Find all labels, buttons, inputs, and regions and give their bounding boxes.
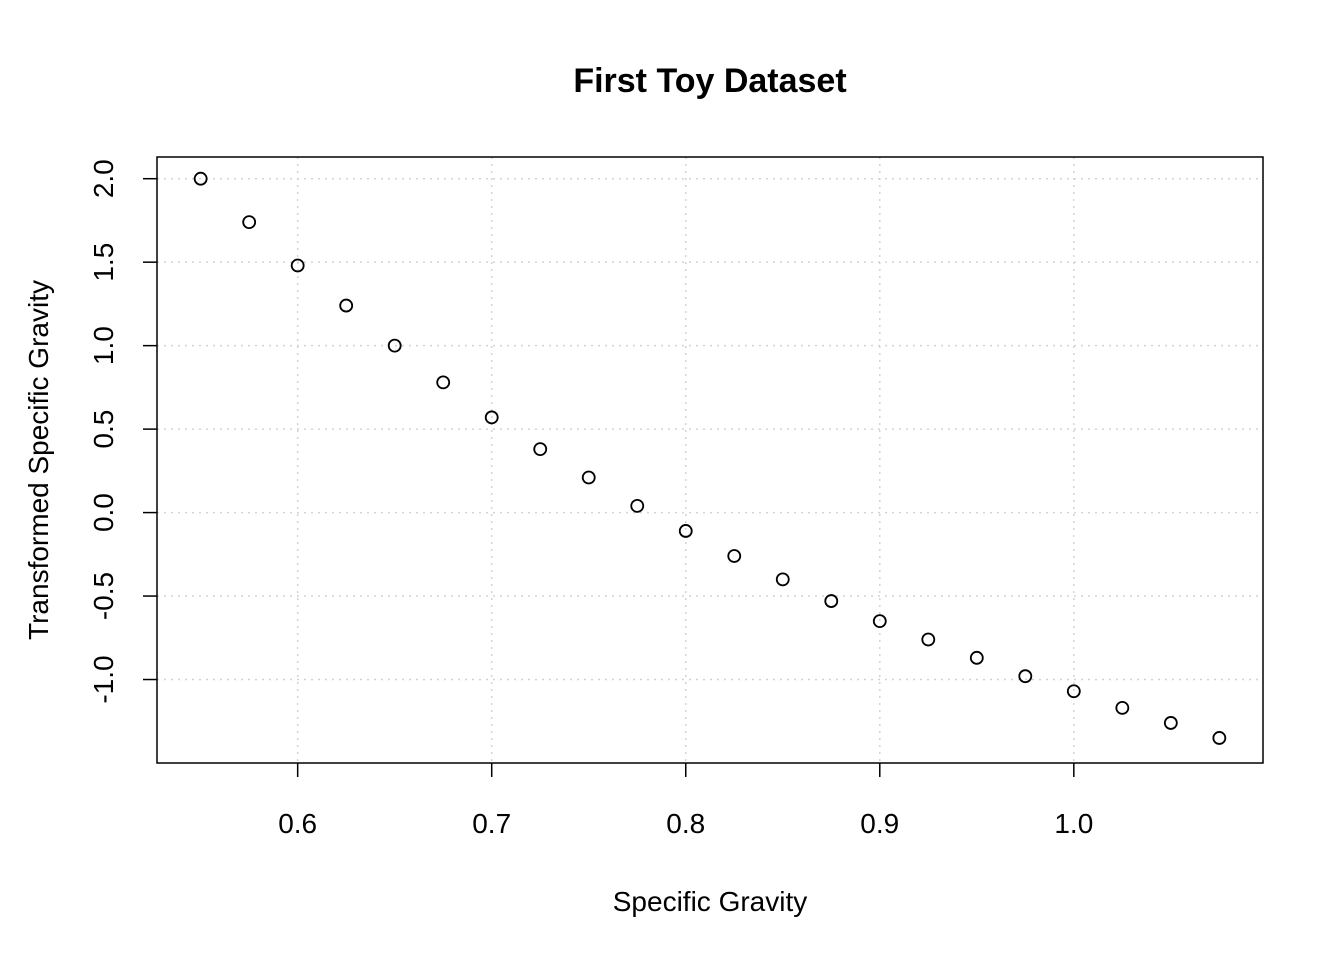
data-point [193, 171, 208, 186]
data-point [1212, 731, 1227, 745]
data-point [969, 650, 984, 665]
data-point [1163, 716, 1178, 730]
data-point [1115, 701, 1130, 715]
x-tick-label: 0.7 [472, 808, 511, 839]
data-point [921, 632, 936, 647]
data-point [290, 258, 305, 273]
y-tick-label: 1.5 [88, 243, 119, 282]
data-points [193, 171, 1227, 745]
x-tick-label: 0.8 [666, 808, 705, 839]
data-point [1018, 669, 1033, 684]
y-tick-label: 0.0 [88, 493, 119, 532]
data-point [242, 215, 257, 230]
y-axis-label: Transformed Specific Gravity [23, 280, 54, 640]
grid-lines [157, 157, 1263, 763]
data-point [678, 524, 693, 538]
data-point [484, 410, 499, 425]
plot-area-frame [156, 156, 1264, 764]
data-point [533, 442, 548, 457]
data-point [727, 549, 742, 563]
y-tick-label: -0.5 [88, 572, 119, 620]
x-tick-label: 1.0 [1054, 808, 1093, 839]
data-point [387, 338, 402, 353]
data-point [872, 614, 887, 628]
y-tick-label: 1.0 [88, 326, 119, 365]
data-point [1066, 684, 1081, 699]
y-axis: -1.0 -0.5 0.0 0.5 1.0 1.5 2.0 [88, 159, 157, 704]
data-point [581, 470, 596, 485]
x-axis-label: Specific Gravity [613, 886, 808, 917]
x-tick-label: 0.6 [278, 808, 317, 839]
y-tick-label: 2.0 [88, 159, 119, 198]
data-point [630, 499, 645, 513]
data-point [339, 298, 354, 313]
x-tick-label: 0.9 [860, 808, 899, 839]
y-tick-label: -1.0 [88, 655, 119, 703]
data-point [775, 572, 790, 587]
data-point [824, 594, 839, 608]
chart-title: First Toy Dataset [573, 62, 846, 100]
data-point [436, 375, 451, 390]
x-axis: 0.6 0.7 0.8 0.9 1.0 [278, 763, 1093, 839]
y-tick-label: 0.5 [88, 410, 119, 449]
